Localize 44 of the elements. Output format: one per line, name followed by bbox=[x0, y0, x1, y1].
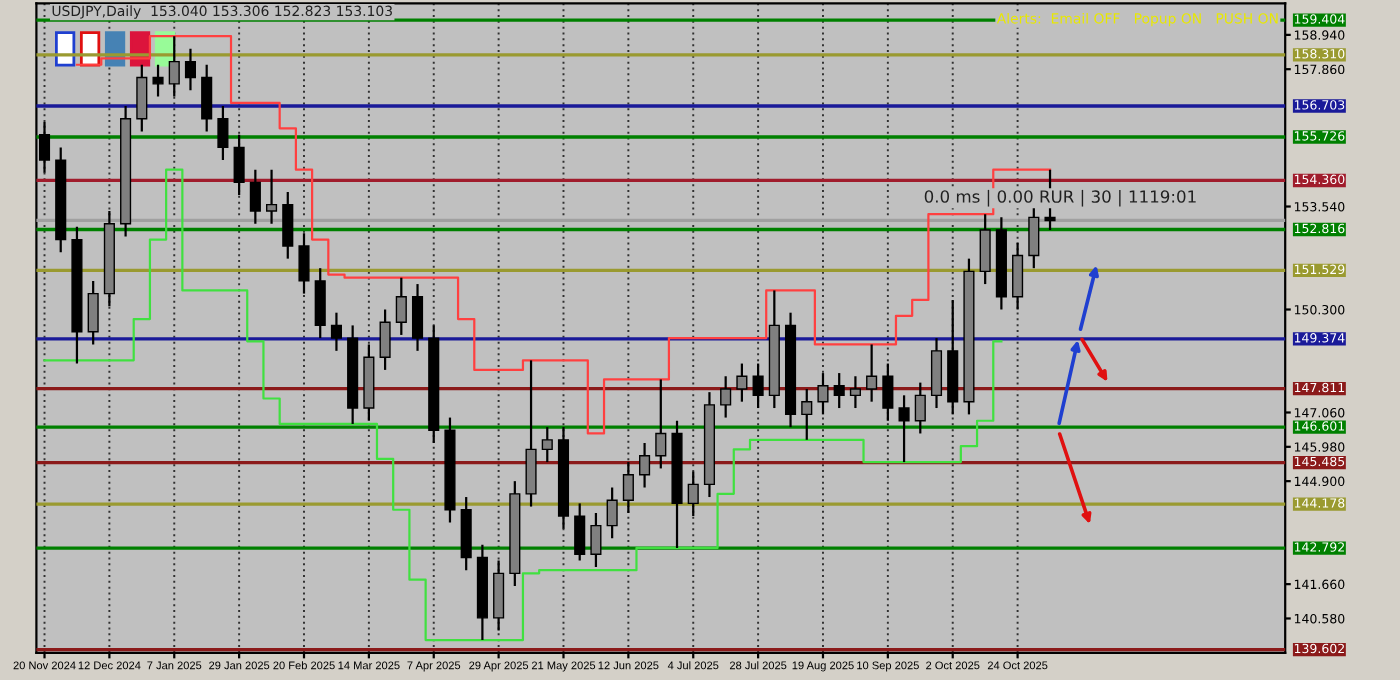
candlestick bbox=[152, 63, 164, 98]
candlestick bbox=[590, 511, 602, 569]
candlestick bbox=[914, 381, 926, 435]
candlestick bbox=[720, 375, 732, 419]
annotation: 0.0 ms | 0.00 RUR | 30 | 1119:01 bbox=[924, 189, 1196, 207]
candlestick bbox=[639, 441, 651, 489]
candlestick bbox=[411, 282, 424, 352]
candlestick bbox=[298, 232, 310, 295]
candlestick bbox=[866, 343, 878, 403]
candlestick bbox=[233, 133, 245, 197]
candlestick bbox=[1012, 241, 1024, 311]
candlestick bbox=[217, 104, 229, 162]
candlestick bbox=[266, 168, 278, 225]
candlestick bbox=[898, 394, 910, 464]
candlestick bbox=[882, 362, 894, 422]
candlestick bbox=[87, 279, 99, 346]
candlestick bbox=[752, 362, 764, 410]
candlestick bbox=[541, 426, 553, 464]
candlestick bbox=[460, 495, 472, 572]
candlestick bbox=[493, 559, 505, 632]
candlestick bbox=[282, 190, 294, 260]
candlestick bbox=[736, 362, 748, 403]
candlestick bbox=[655, 378, 667, 470]
candlestick bbox=[136, 63, 148, 133]
candlestick bbox=[687, 470, 699, 518]
candlestick bbox=[330, 311, 342, 352]
candlestick bbox=[801, 387, 813, 441]
candlestick bbox=[930, 337, 943, 410]
candlestick bbox=[184, 47, 197, 92]
candlestick bbox=[395, 276, 407, 337]
candlestick bbox=[817, 371, 829, 416]
candlestick bbox=[1028, 203, 1040, 270]
candlestick bbox=[574, 502, 586, 562]
candlestick bbox=[525, 359, 537, 508]
candlestick bbox=[314, 267, 326, 340]
candlestick bbox=[168, 35, 180, 98]
candlestick bbox=[606, 486, 618, 540]
candlestick bbox=[379, 308, 391, 372]
candlestick bbox=[249, 168, 261, 225]
candlestick bbox=[201, 63, 213, 133]
candlestick bbox=[622, 460, 634, 515]
candlestick bbox=[849, 375, 861, 410]
candlestick bbox=[979, 213, 991, 286]
candlestick bbox=[833, 371, 845, 410]
